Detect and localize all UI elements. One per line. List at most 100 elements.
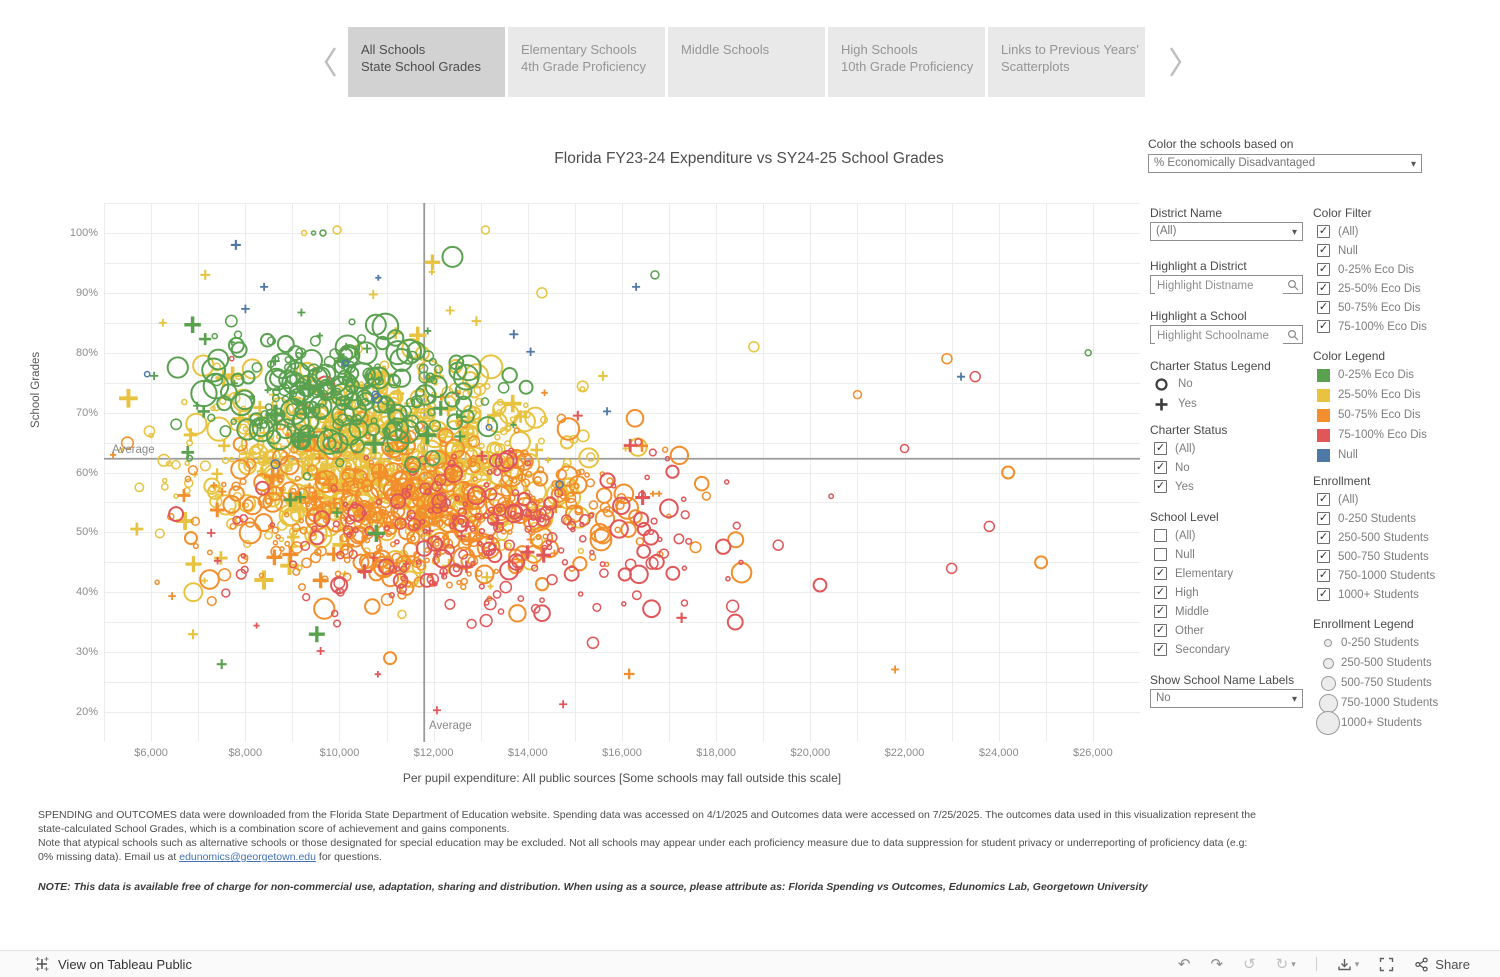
revert-icon[interactable]: ↺ [1243, 955, 1256, 973]
plot-area [104, 203, 1140, 742]
sheet-tab-2[interactable]: Elementary Schools 4th Grade Proficiency [508, 27, 665, 97]
school-level-option[interactable]: (All) [1152, 526, 1233, 545]
size-circle-icon [1320, 675, 1336, 691]
checkbox-checked-icon[interactable]: ✓ [1317, 225, 1330, 238]
color-filter-option[interactable]: ✓ 75-100% Eco Dis [1315, 317, 1427, 336]
enrollment-option[interactable]: ✓ (All) [1315, 490, 1435, 509]
enrollment-legend-item[interactable]: 750-1000 Students [1315, 693, 1438, 713]
charter-status-option-label: (All) [1175, 442, 1196, 455]
sheet-tab-3[interactable]: Middle Schools [668, 27, 825, 97]
color-filter-option[interactable]: ✓ 0-25% Eco Dis [1315, 260, 1427, 279]
redo-icon[interactable]: ↷ [1210, 955, 1224, 973]
tab-label-line1: Elementary Schools [521, 42, 637, 57]
checkbox-checked-icon[interactable]: ✓ [1154, 442, 1167, 455]
color-filter-option[interactable]: ✓ Null [1315, 241, 1427, 260]
color-filter: ✓ (All) ✓ Null ✓ 0-25% Eco Dis ✓ 25-50% Eco Dis… [1315, 222, 1427, 336]
color-legend-item[interactable]: 75-100% Eco Dis [1315, 425, 1427, 445]
enrollment-option[interactable]: ✓ 750-1000 Students [1315, 566, 1435, 585]
checkbox-checked-icon[interactable]: ✓ [1154, 480, 1167, 493]
checkbox-checked-icon[interactable]: ✓ [1317, 301, 1330, 314]
checkbox-checked-icon[interactable]: ✓ [1317, 244, 1330, 257]
sheet-tab-1[interactable]: All Schools State School Grades [348, 27, 505, 97]
school-level-option[interactable]: ✓ Middle [1152, 602, 1233, 621]
highlight-school-input[interactable] [1155, 327, 1283, 345]
highlight-district-search[interactable] [1150, 275, 1303, 295]
checkbox-checked-icon[interactable]: ✓ [1317, 550, 1330, 563]
school-level-option-label: (All) [1175, 529, 1196, 542]
color-legend-item[interactable]: 25-50% Eco Dis [1315, 385, 1427, 405]
school-level-option[interactable]: ✓ Elementary [1152, 564, 1233, 583]
checkbox-checked-icon[interactable]: ✓ [1317, 569, 1330, 582]
color-legend-item[interactable]: 0-25% Eco Dis [1315, 365, 1427, 385]
charter-legend-item[interactable]: No [1154, 374, 1197, 394]
enrollment-legend-item[interactable]: 250-500 Students [1315, 653, 1438, 673]
sheet-tabs: All Schools State School Grades Elementary… [348, 27, 1145, 97]
color-filter-option[interactable]: ✓ 50-75% Eco Dis [1315, 298, 1427, 317]
charter-legend-item-label: No [1178, 378, 1193, 390]
checkbox-checked-icon[interactable]: ✓ [1317, 320, 1330, 333]
checkbox-unchecked-icon[interactable] [1154, 548, 1167, 561]
color-by-select[interactable]: % Economically Disadvantaged ▾ [1148, 154, 1422, 173]
email-link[interactable]: edunomics@georgetown.edu [179, 851, 316, 863]
checkbox-checked-icon[interactable]: ✓ [1317, 588, 1330, 601]
x-axis-title: Per pupil expenditure: All public source… [402, 771, 842, 785]
share-button[interactable]: Share [1414, 957, 1470, 972]
checkbox-checked-icon[interactable]: ✓ [1154, 461, 1167, 474]
show-labels-select[interactable]: No ▾ [1150, 689, 1303, 708]
sheet-tab-5[interactable]: Links to Previous Years’ Scatterplots [988, 27, 1145, 97]
color-swatch-icon [1317, 388, 1330, 402]
charter-legend-item-label: Yes [1178, 398, 1197, 410]
enrollment-option[interactable]: ✓ 1000+ Students [1315, 585, 1435, 604]
enrollment-legend-item-label: 750-1000 Students [1341, 697, 1439, 709]
view-on-tableau-public-label: View on Tableau Public [58, 956, 192, 972]
download-icon[interactable]: ▾ [1337, 957, 1359, 972]
enrollment-option[interactable]: ✓ 0-250 Students [1315, 509, 1435, 528]
enrollment-option[interactable]: ✓ 250-500 Students [1315, 528, 1435, 547]
data-notes: SPENDING and OUTCOMES data were download… [38, 808, 1256, 864]
school-level-option[interactable]: ✓ Other [1152, 621, 1233, 640]
enrollment-legend-item[interactable]: 500-750 Students [1315, 673, 1438, 693]
view-on-tableau-public-button[interactable]: View on Tableau Public [34, 956, 192, 972]
enrollment-legend-item[interactable]: 1000+ Students [1315, 711, 1438, 735]
x-tick-label: $14,000 [507, 747, 548, 759]
checkbox-checked-icon[interactable]: ✓ [1154, 624, 1167, 637]
charter-status-option[interactable]: ✓ Yes [1152, 477, 1195, 496]
highlight-district-input[interactable] [1155, 277, 1283, 295]
district-select[interactable]: (All) ▾ [1150, 222, 1303, 241]
checkbox-unchecked-icon[interactable] [1154, 529, 1167, 542]
checkbox-checked-icon[interactable]: ✓ [1317, 282, 1330, 295]
checkbox-checked-icon[interactable]: ✓ [1154, 586, 1167, 599]
checkbox-checked-icon[interactable]: ✓ [1317, 263, 1330, 276]
tabs-scroll-left-icon[interactable] [320, 44, 342, 80]
charter-status-option[interactable]: ✓ (All) [1152, 439, 1195, 458]
color-filter-option[interactable]: ✓ 25-50% Eco Dis [1315, 279, 1427, 298]
fullscreen-icon[interactable] [1379, 957, 1394, 972]
enrollment-legend-item[interactable]: 0-250 Students [1315, 633, 1438, 653]
checkbox-checked-icon[interactable]: ✓ [1317, 512, 1330, 525]
checkbox-checked-icon[interactable]: ✓ [1317, 531, 1330, 544]
school-level-option[interactable]: ✓ Secondary [1152, 640, 1233, 659]
charter-legend-item[interactable]: Yes [1154, 394, 1197, 414]
show-labels-label: Show School Name Labels [1150, 673, 1295, 687]
tab-label-line2: State School Grades [361, 59, 481, 74]
checkbox-checked-icon[interactable]: ✓ [1154, 567, 1167, 580]
undo-icon[interactable]: ↶ [1177, 955, 1191, 973]
checkbox-checked-icon[interactable]: ✓ [1317, 493, 1330, 506]
school-level-option[interactable]: Null [1152, 545, 1233, 564]
checkbox-checked-icon[interactable]: ✓ [1154, 605, 1167, 618]
enrollment-option[interactable]: ✓ 500-750 Students [1315, 547, 1435, 566]
color-filter-option[interactable]: ✓ (All) [1315, 222, 1427, 241]
color-legend-item[interactable]: 50-75% Eco Dis [1315, 405, 1427, 425]
color-legend-item[interactable]: Null [1315, 445, 1427, 465]
checkbox-checked-icon[interactable]: ✓ [1154, 643, 1167, 656]
charter-status-option-label: No [1175, 461, 1190, 474]
scatter-plot[interactable] [104, 203, 1140, 742]
notes-line: 0% missing data). Email us at edunomics@… [38, 851, 382, 863]
charter-status-option[interactable]: ✓ No [1152, 458, 1195, 477]
school-level-option[interactable]: ✓ High [1152, 583, 1233, 602]
sheet-tab-4[interactable]: High Schools 10th Grade Proficiency [828, 27, 985, 97]
highlight-school-search[interactable] [1150, 325, 1303, 345]
refresh-icon[interactable]: ↻ ▾ [1275, 955, 1296, 973]
charter-status-label: Charter Status [1150, 423, 1228, 437]
tabs-scroll-right-icon[interactable] [1164, 44, 1186, 80]
